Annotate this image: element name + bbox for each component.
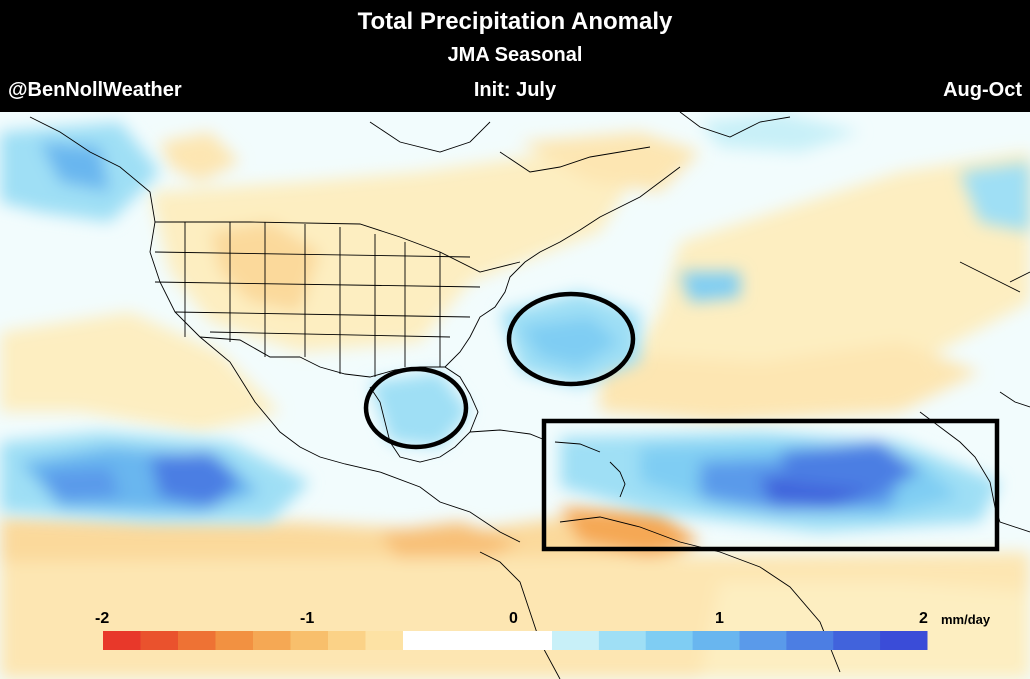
wet-anomaly-layer bbox=[0, 112, 1030, 532]
header-bar: Total Precipitation Anomaly JMA Seasonal… bbox=[0, 0, 1030, 112]
colorbar-tick-neg1: -1 bbox=[300, 610, 315, 627]
colorbar-swatch-positive bbox=[552, 631, 600, 650]
colorbar-swatch-negative bbox=[328, 631, 366, 650]
model-subtitle: JMA Seasonal bbox=[447, 44, 583, 66]
colorbar-tick-1: 1 bbox=[715, 610, 724, 627]
colorbar-swatch-negative bbox=[215, 631, 254, 650]
colorbar-tick-neg2: -2 bbox=[95, 610, 110, 627]
main-development-region-box bbox=[541, 418, 1000, 552]
colorbar-swatch-positive bbox=[739, 631, 787, 650]
colorbar-swatch-negative bbox=[290, 631, 329, 650]
colorbar-swatch-positive bbox=[692, 631, 740, 650]
colorbar-swatch-negative bbox=[140, 631, 179, 650]
colorbar bbox=[103, 631, 928, 650]
colorbar-swatch-negative bbox=[103, 631, 141, 650]
colorbar-swatch-negative bbox=[178, 631, 216, 650]
author-handle: @BenNollWeather bbox=[8, 79, 182, 101]
land-outlines bbox=[29, 112, 1030, 679]
colorbar-swatch-negative bbox=[365, 631, 404, 650]
annotations bbox=[363, 291, 1000, 552]
colorbar-swatch-neutral bbox=[403, 631, 552, 650]
colorbar-tick-0: 0 bbox=[509, 610, 518, 627]
anomaly-map bbox=[0, 112, 1030, 679]
colorbar-tick-2: 2 bbox=[919, 610, 928, 627]
colorbar-swatch-positive bbox=[786, 631, 834, 650]
colorbar-swatch-positive bbox=[598, 631, 647, 650]
colorbar-units: mm/day bbox=[941, 612, 991, 627]
colorbar-swatch-positive bbox=[880, 631, 928, 650]
colorbar-swatch-positive bbox=[645, 631, 694, 650]
colorbar-swatch-positive bbox=[833, 631, 881, 650]
season-label: Aug-Oct bbox=[943, 79, 1022, 101]
dry-anomaly-layer bbox=[0, 132, 1030, 679]
gulf-of-mexico-ellipse bbox=[363, 366, 469, 450]
colorbar-swatch-negative bbox=[253, 631, 291, 650]
atlantic-coast-ellipse bbox=[506, 291, 636, 387]
init-label: Init: July bbox=[473, 79, 557, 101]
map-title: Total Precipitation Anomaly bbox=[357, 8, 673, 35]
